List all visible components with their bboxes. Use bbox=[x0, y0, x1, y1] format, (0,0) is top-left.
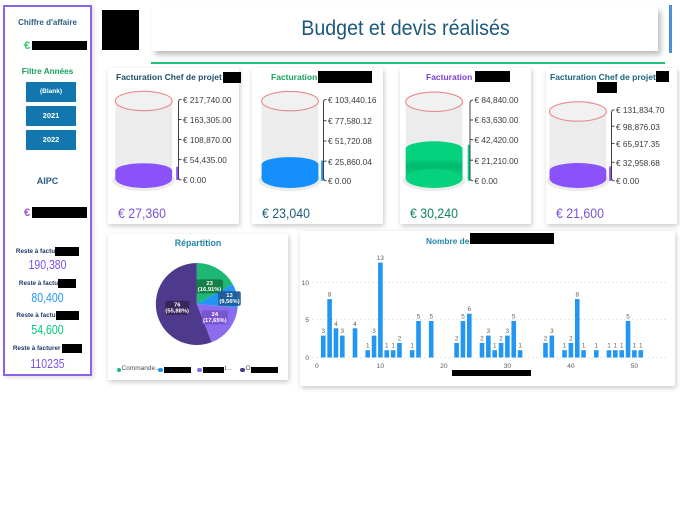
svg-text:1: 1 bbox=[391, 343, 395, 350]
svg-text:1: 1 bbox=[385, 343, 389, 350]
svg-text:1: 1 bbox=[563, 343, 567, 350]
svg-text:40: 40 bbox=[567, 363, 575, 370]
svg-text:5: 5 bbox=[417, 314, 421, 321]
svg-text:1: 1 bbox=[607, 343, 611, 350]
svg-text:5: 5 bbox=[512, 314, 516, 321]
svg-text:24: 24 bbox=[212, 312, 219, 318]
svg-text:4: 4 bbox=[353, 321, 357, 328]
svg-text:1: 1 bbox=[410, 343, 414, 350]
svg-text:6: 6 bbox=[468, 306, 472, 313]
svg-text:23: 23 bbox=[206, 281, 213, 287]
svg-text:5: 5 bbox=[461, 314, 465, 321]
svg-text:1: 1 bbox=[582, 343, 586, 350]
svg-text:5: 5 bbox=[305, 317, 309, 324]
svg-text:1: 1 bbox=[633, 343, 637, 350]
svg-text:(16,91%): (16,91%) bbox=[198, 287, 222, 293]
svg-text:50: 50 bbox=[631, 363, 639, 370]
svg-text:3: 3 bbox=[487, 328, 491, 335]
svg-text:4: 4 bbox=[334, 321, 338, 328]
svg-text:13: 13 bbox=[377, 255, 385, 262]
svg-text:1: 1 bbox=[595, 343, 599, 350]
svg-text:(55,88%): (55,88%) bbox=[165, 309, 189, 315]
svg-text:2: 2 bbox=[398, 335, 402, 342]
svg-text:1: 1 bbox=[620, 343, 624, 350]
svg-text:3: 3 bbox=[341, 328, 345, 335]
svg-text:0: 0 bbox=[305, 355, 309, 362]
svg-text:20: 20 bbox=[440, 363, 448, 370]
svg-text:3: 3 bbox=[506, 328, 510, 335]
svg-text:0: 0 bbox=[315, 363, 319, 370]
svg-text:10: 10 bbox=[377, 363, 385, 370]
svg-text:(17,65%): (17,65%) bbox=[203, 318, 227, 324]
svg-text:2: 2 bbox=[480, 335, 484, 342]
svg-text:(9,56%): (9,56%) bbox=[219, 299, 239, 305]
svg-text:5: 5 bbox=[626, 314, 630, 321]
svg-text:3: 3 bbox=[550, 328, 554, 335]
svg-text:3: 3 bbox=[321, 328, 325, 335]
svg-text:8: 8 bbox=[328, 292, 332, 299]
svg-text:10: 10 bbox=[301, 280, 309, 287]
svg-text:2: 2 bbox=[569, 335, 573, 342]
svg-text:76: 76 bbox=[174, 303, 181, 309]
svg-text:2: 2 bbox=[499, 335, 503, 342]
svg-text:1: 1 bbox=[493, 343, 497, 350]
svg-text:2: 2 bbox=[455, 335, 459, 342]
svg-text:5: 5 bbox=[429, 314, 433, 321]
svg-text:3: 3 bbox=[372, 328, 376, 335]
svg-text:13: 13 bbox=[226, 293, 233, 299]
svg-text:1: 1 bbox=[639, 343, 643, 350]
svg-text:30: 30 bbox=[504, 363, 512, 370]
svg-text:8: 8 bbox=[575, 292, 579, 299]
svg-text:1: 1 bbox=[366, 343, 370, 350]
svg-text:1: 1 bbox=[518, 343, 522, 350]
svg-text:1: 1 bbox=[614, 343, 618, 350]
svg-text:2: 2 bbox=[544, 335, 548, 342]
